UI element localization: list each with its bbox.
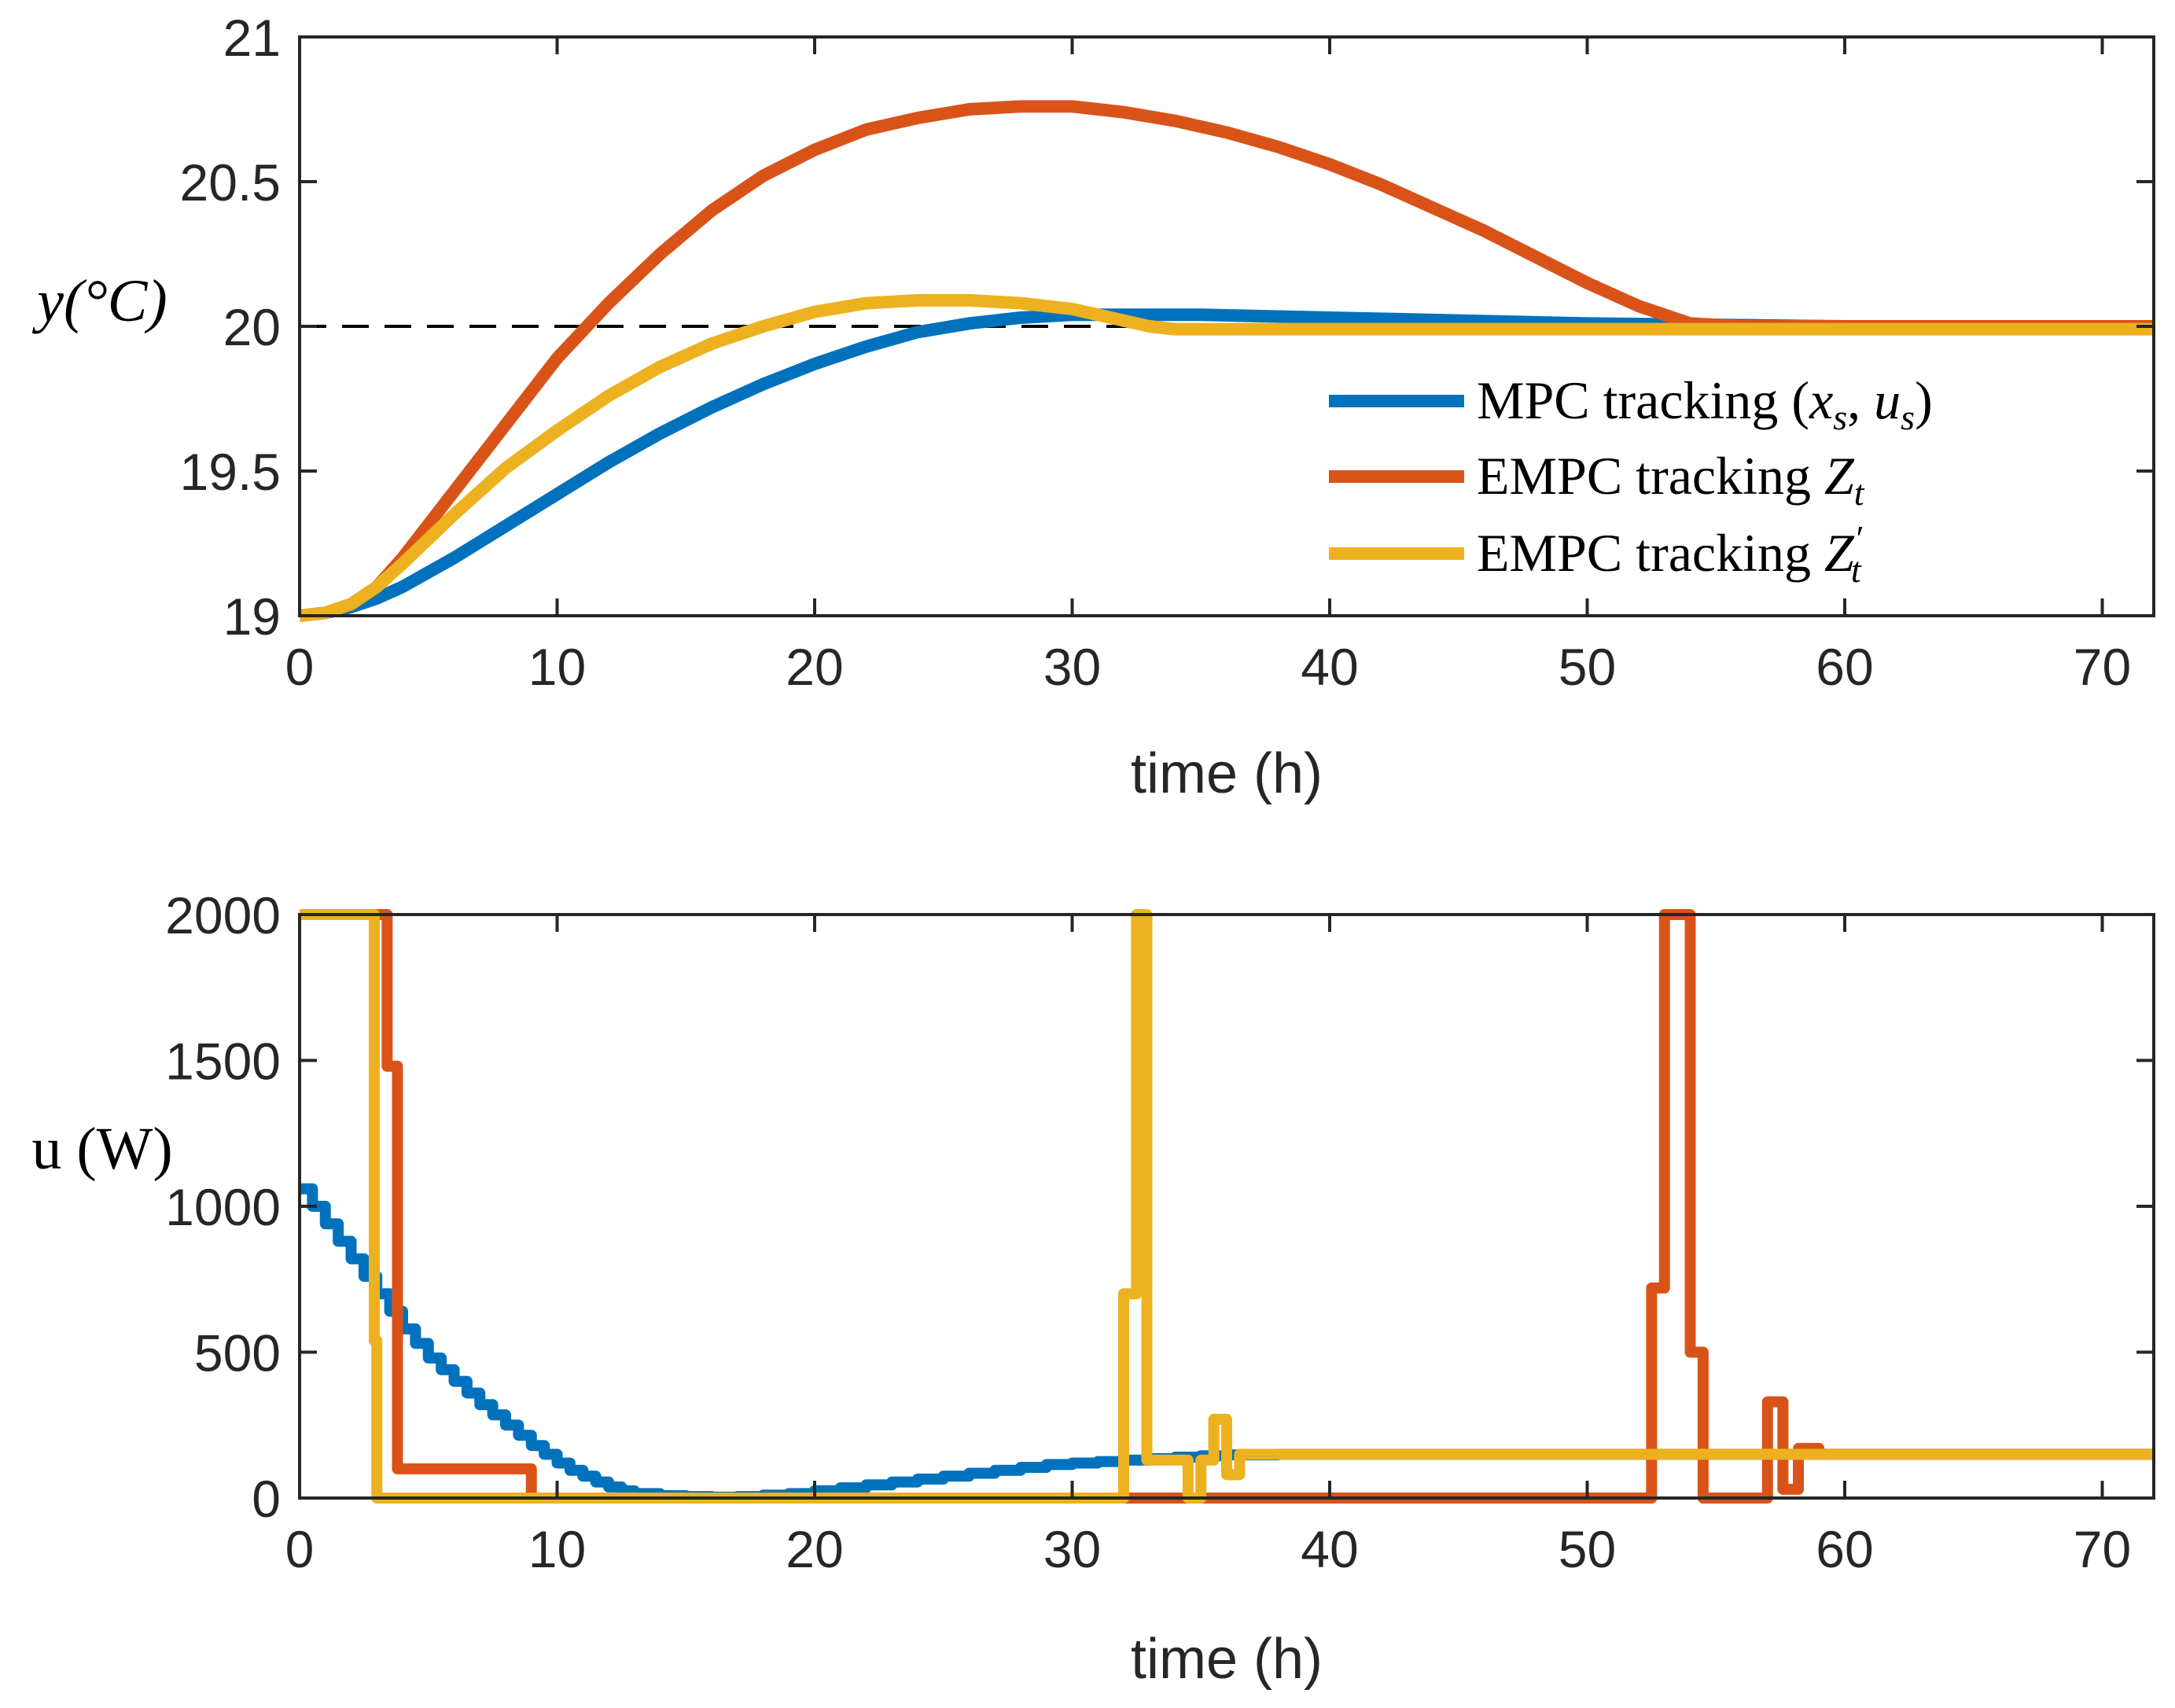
series-group — [299, 100, 2154, 622]
y-tick-label: 20.5 — [180, 153, 281, 212]
y-tick-label: 500 — [194, 1324, 281, 1382]
x-tick-label: 0 — [285, 638, 315, 696]
tick-group: 0 10 20 30 40 50 60 70 0 500 1000 1500 2000 — [165, 886, 2154, 1578]
temperature-chart: 0 10 20 30 40 50 60 70 19 19.5 20 20.5 21 time (h) y… — [31, 9, 2155, 805]
x-axis-label: time (h) — [1131, 1628, 1323, 1691]
y-tick-label: 19.5 — [180, 443, 281, 501]
x-tick-label: 60 — [1816, 1520, 1873, 1578]
x-axis-label: time (h) — [1131, 742, 1323, 805]
y-tick-label: 21 — [223, 9, 281, 67]
x-tick-label: 0 — [285, 1520, 315, 1578]
power-chart: 0 10 20 30 40 50 60 70 0 500 1000 1500 2000 time (h)… — [31, 886, 2155, 1691]
series-line-2 — [299, 293, 2154, 622]
series-line-0 — [299, 308, 2154, 622]
legend-label-empc-zt-prime: EMPC tracking Z′ t — [1477, 518, 1863, 590]
x-tick-label: 40 — [1301, 1520, 1358, 1578]
legend-label-mpc: MPC tracking (xs, us) — [1477, 370, 1933, 437]
y-tick-label: 1000 — [165, 1178, 281, 1236]
x-tick-label: 50 — [1559, 638, 1616, 696]
x-tick-label: 10 — [528, 1520, 586, 1578]
y-tick-label: 0 — [252, 1470, 281, 1528]
x-tick-label: 20 — [786, 1520, 843, 1578]
x-tick-label: 70 — [2074, 638, 2131, 696]
x-tick-label: 30 — [1043, 638, 1101, 696]
series-line-2 — [300, 909, 2154, 1504]
x-tick-label: 30 — [1043, 1520, 1101, 1578]
x-tick-label: 10 — [528, 638, 586, 696]
plot-area — [300, 915, 2154, 1498]
legend-entry-empc-zt-prime: EMPC tracking Z′ t — [1329, 518, 1863, 590]
y-tick-label: 2000 — [165, 886, 281, 944]
legend-entry-mpc: MPC tracking (xs, us) — [1329, 370, 1933, 437]
x-tick-label: 60 — [1816, 638, 1873, 696]
y-tick-label: 1500 — [165, 1033, 281, 1091]
x-tick-label: 50 — [1559, 1520, 1616, 1578]
legend-entry-empc-zt: EMPC tracking Zt — [1329, 446, 1865, 513]
x-tick-label: 20 — [786, 638, 843, 696]
tick-group: 0 10 20 30 40 50 60 70 19 19.5 20 20.5 21 — [180, 9, 2154, 696]
x-tick-label: 70 — [2074, 1520, 2131, 1578]
y-axis-label: y(°C) — [31, 268, 167, 334]
y-tick-label: 19 — [223, 587, 281, 646]
x-tick-label: 40 — [1301, 638, 1358, 696]
y-axis-label: u (W) — [31, 1116, 172, 1182]
legend-label-empc-zt: EMPC tracking Zt — [1477, 446, 1865, 513]
legend: MPC tracking (xs, us) EMPC tracking Zt E… — [1329, 370, 1933, 590]
series-line-1 — [299, 100, 2154, 622]
y-tick-label: 20 — [223, 298, 281, 356]
